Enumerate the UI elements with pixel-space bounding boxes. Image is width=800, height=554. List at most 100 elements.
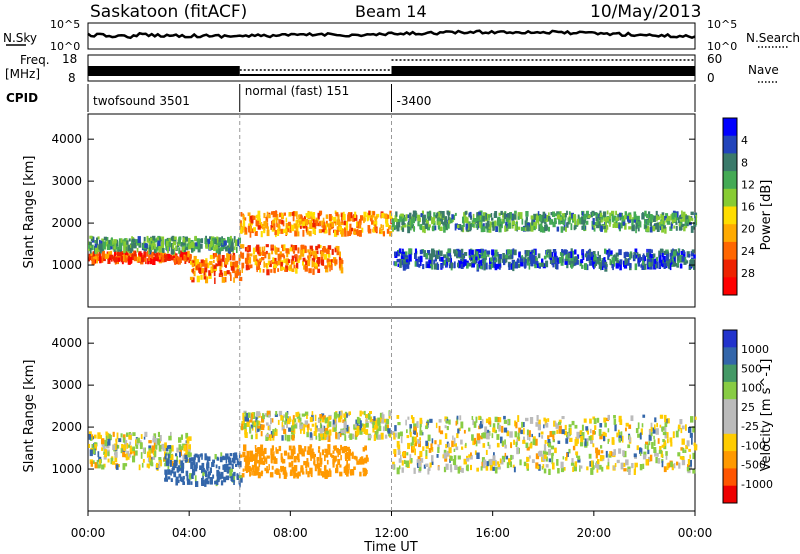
data-cell [320, 259, 325, 266]
data-cell [395, 211, 398, 216]
data-cell [517, 415, 520, 422]
data-cell [153, 239, 156, 245]
data-cell [128, 453, 132, 458]
data-cell [264, 467, 267, 472]
data-cell [228, 456, 231, 463]
data-cell [584, 253, 588, 258]
data-cell [642, 463, 645, 469]
data-cell [466, 263, 469, 269]
data-cell [257, 471, 261, 479]
data-cell [318, 434, 321, 441]
data-cell [132, 432, 136, 436]
time-tick-label: 00:00 [678, 526, 713, 540]
data-cell [154, 244, 156, 250]
data-cell [212, 265, 214, 272]
data-cell [648, 261, 651, 268]
data-cell [200, 238, 204, 243]
data-cell [457, 466, 461, 474]
data-cell [381, 419, 385, 424]
data-cell [372, 426, 375, 433]
data-cell [304, 461, 308, 466]
colorbar-tick-label: -25 [741, 420, 759, 433]
data-cell [107, 458, 110, 463]
data-cell [650, 432, 653, 437]
data-cell [419, 422, 422, 428]
data-cell [453, 249, 457, 254]
data-cell [283, 450, 287, 456]
data-cell [212, 237, 215, 244]
data-cell [607, 252, 609, 260]
data-cell [270, 448, 273, 456]
y-tick-label: 4000 [51, 336, 82, 350]
data-cell [508, 458, 512, 466]
data-cell [277, 226, 280, 233]
data-cell [185, 449, 189, 456]
data-cell [327, 435, 331, 442]
data-cell [277, 229, 280, 236]
data-cell [292, 419, 295, 427]
data-cell [101, 464, 105, 470]
data-cell [356, 221, 360, 228]
data-cell [274, 247, 278, 254]
data-cell [186, 243, 189, 248]
data-cell [254, 445, 257, 449]
data-cell [601, 466, 604, 472]
data-cell [93, 434, 97, 439]
data-cell [213, 269, 216, 277]
data-cell [648, 441, 651, 446]
colorbar-tick-label: 24 [741, 245, 755, 258]
data-cell [344, 228, 347, 234]
data-cell [605, 432, 607, 437]
freq-bar-3400 [391, 66, 695, 76]
data-cell [204, 237, 207, 244]
data-cell [286, 251, 289, 258]
data-cell [620, 462, 624, 470]
data-cell [185, 246, 189, 251]
data-cell [660, 213, 662, 219]
data-cell [537, 451, 540, 456]
data-cell [681, 425, 685, 430]
data-cell [686, 466, 690, 472]
data-cell [453, 443, 457, 447]
data-cell [637, 221, 640, 226]
data-cell [418, 263, 421, 268]
data-cell [260, 222, 263, 227]
data-cell [307, 473, 310, 477]
data-cell [249, 455, 253, 462]
data-cell [619, 264, 622, 271]
data-cell [609, 451, 612, 456]
data-cell [647, 449, 650, 455]
data-cell [404, 459, 406, 464]
data-cell [603, 435, 606, 442]
data-cell [679, 456, 684, 460]
data-cell [326, 250, 330, 255]
data-cell [309, 432, 313, 438]
data-cell [600, 217, 603, 223]
data-cell [140, 452, 143, 459]
data-cell [472, 257, 475, 263]
data-cell [493, 214, 497, 218]
data-cell [146, 252, 148, 257]
data-cell [251, 228, 254, 234]
data-cell [216, 477, 220, 483]
data-cell [646, 252, 650, 257]
data-cell [341, 446, 346, 454]
data-cell [570, 248, 573, 252]
data-cell [282, 229, 287, 233]
data-cell [175, 453, 178, 457]
data-cell [111, 239, 114, 245]
data-cell [173, 236, 177, 240]
data-cell [664, 426, 667, 433]
data-cell [690, 416, 694, 423]
data-cell [183, 255, 187, 261]
data-cell [419, 259, 422, 266]
data-cell [353, 231, 356, 235]
data-cell [318, 446, 321, 450]
data-cell [419, 255, 423, 263]
data-cell [284, 434, 287, 441]
data-cell [449, 464, 452, 470]
data-cell [474, 218, 477, 222]
data-cell [264, 458, 267, 462]
data-cell [654, 424, 656, 430]
data-cell [448, 419, 451, 425]
